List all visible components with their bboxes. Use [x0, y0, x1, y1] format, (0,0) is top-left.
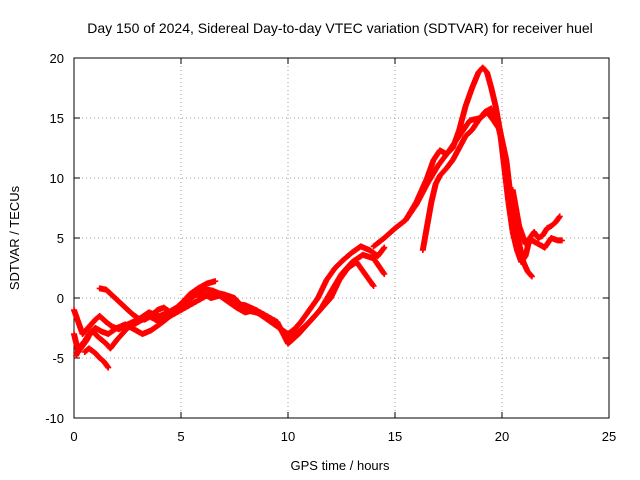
y-tick-label: -5	[52, 351, 64, 366]
data-point	[528, 273, 535, 280]
data-point	[105, 364, 112, 371]
data-point	[381, 271, 388, 277]
x-tick-label: 10	[281, 429, 295, 444]
data-points	[71, 64, 565, 371]
y-tick-label: 10	[50, 171, 64, 186]
data-point	[556, 213, 563, 220]
y-tick-label: 0	[57, 291, 64, 306]
y-tick-label: 15	[50, 111, 64, 126]
y-tick-label: -10	[45, 411, 64, 426]
data-point	[528, 272, 535, 279]
data-point	[370, 283, 377, 289]
y-tick-label: 5	[57, 231, 64, 246]
chart-title: Day 150 of 2024, Sidereal Day-to-day VTE…	[87, 20, 593, 36]
x-tick-label: 25	[602, 429, 616, 444]
y-axis-label: SDTVAR / TECUs	[7, 185, 22, 290]
x-axis-label: GPS time / hours	[291, 458, 390, 473]
data-point	[558, 237, 565, 244]
grid	[74, 58, 609, 418]
data-point	[381, 244, 388, 251]
axis-ticks: 0 5 10 15 20 25 -10 -5 0 5 10 15 20	[45, 51, 616, 444]
x-tick-label: 0	[70, 429, 77, 444]
x-tick-label: 5	[177, 429, 184, 444]
data-point	[212, 278, 219, 285]
x-tick-label: 20	[495, 429, 509, 444]
x-tick-label: 15	[388, 429, 402, 444]
data-point	[380, 245, 387, 252]
y-tick-label: 20	[50, 51, 64, 66]
